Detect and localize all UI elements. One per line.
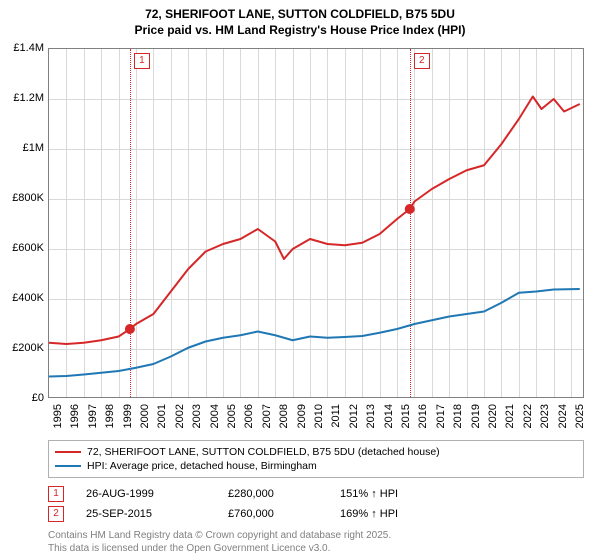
- y-tick-label: £400K: [0, 292, 44, 304]
- x-tick-label: 2024: [557, 404, 569, 428]
- legend: 72, SHERIFOOT LANE, SUTTON COLDFIELD, B7…: [48, 440, 584, 478]
- x-tick-label: 2003: [191, 404, 203, 428]
- x-tick-label: 2016: [417, 404, 429, 428]
- sale-row: 2 25-SEP-2015 £760,000 169% ↑ HPI: [48, 504, 584, 524]
- line-layer: [49, 49, 585, 399]
- legend-item: HPI: Average price, detached house, Birm…: [55, 459, 577, 473]
- sale-date: 25-SEP-2015: [86, 508, 206, 520]
- y-tick-label: £600K: [0, 242, 44, 254]
- x-tick-label: 1999: [122, 404, 134, 428]
- legend-item: 72, SHERIFOOT LANE, SUTTON COLDFIELD, B7…: [55, 445, 577, 459]
- x-tick-label: 2012: [348, 404, 360, 428]
- chart-title: 72, SHERIFOOT LANE, SUTTON COLDFIELD, B7…: [0, 0, 600, 38]
- chart-area: 12 £0£200K£400K£600K£800K£1M£1.2M£1.4M: [48, 48, 584, 398]
- sale-marker: [125, 324, 135, 334]
- y-tick-label: £200K: [0, 342, 44, 354]
- y-tick-label: £0: [0, 392, 44, 404]
- title-line-2: Price paid vs. HM Land Registry's House …: [0, 22, 600, 38]
- footer-line-1: Contains HM Land Registry data © Crown c…: [48, 530, 391, 543]
- x-tick-label: 1996: [69, 404, 81, 428]
- y-tick-label: £1.2M: [0, 92, 44, 104]
- x-tick-label: 2009: [296, 404, 308, 428]
- sale-hpi: 169% ↑ HPI: [340, 508, 450, 520]
- legend-label: HPI: Average price, detached house, Birm…: [87, 460, 317, 472]
- sale-badge: 1: [48, 486, 64, 502]
- sale-marker: [405, 204, 415, 214]
- x-tick-label: 2007: [261, 404, 273, 428]
- x-tick-label: 2020: [487, 404, 499, 428]
- x-tick-label: 2010: [313, 404, 325, 428]
- sale-hpi: 151% ↑ HPI: [340, 488, 450, 500]
- x-tick-label: 2004: [209, 404, 221, 428]
- sale-badge: 2: [48, 506, 64, 522]
- x-tick-label: 2011: [330, 404, 342, 428]
- x-tick-label: 2014: [383, 404, 395, 428]
- x-tick-label: 2001: [156, 404, 168, 428]
- sale-date: 26-AUG-1999: [86, 488, 206, 500]
- sales-table: 1 26-AUG-1999 £280,000 151% ↑ HPI 2 25-SEP-20…: [48, 484, 584, 524]
- chart-container: 72, SHERIFOOT LANE, SUTTON COLDFIELD, B7…: [0, 0, 600, 560]
- footer: Contains HM Land Registry data © Crown c…: [48, 530, 391, 555]
- x-tick-label: 2000: [139, 404, 151, 428]
- x-tick-label: 1998: [104, 404, 116, 428]
- x-tick-label: 2017: [435, 404, 447, 428]
- legend-swatch: [55, 465, 81, 467]
- y-tick-label: £1.4M: [0, 42, 44, 54]
- sale-price: £760,000: [228, 508, 318, 520]
- y-tick-label: £800K: [0, 192, 44, 204]
- x-tick-label: 2005: [226, 404, 238, 428]
- series-price: [49, 97, 580, 345]
- x-tick-label: 1997: [87, 404, 99, 428]
- x-tick-label: 2002: [174, 404, 186, 428]
- x-tick-label: 2013: [365, 404, 377, 428]
- sale-row: 1 26-AUG-1999 £280,000 151% ↑ HPI: [48, 484, 584, 504]
- legend-label: 72, SHERIFOOT LANE, SUTTON COLDFIELD, B7…: [87, 446, 440, 458]
- y-tick-label: £1M: [0, 142, 44, 154]
- x-tick-label: 2025: [574, 404, 586, 428]
- legend-swatch: [55, 451, 81, 453]
- x-tick-label: 2021: [504, 404, 516, 428]
- x-tick-label: 2015: [400, 404, 412, 428]
- x-axis-labels: 1995 1996 1997 1998 1999 2000 2001 2002 2003 2004…: [48, 402, 584, 442]
- title-line-1: 72, SHERIFOOT LANE, SUTTON COLDFIELD, B7…: [0, 6, 600, 22]
- x-tick-label: 2023: [539, 404, 551, 428]
- x-tick-label: 2019: [470, 404, 482, 428]
- x-tick-label: 2022: [522, 404, 534, 428]
- x-tick-label: 2008: [278, 404, 290, 428]
- plot: 12: [48, 48, 584, 398]
- sale-price: £280,000: [228, 488, 318, 500]
- x-tick-label: 1995: [52, 404, 64, 428]
- x-tick-label: 2018: [452, 404, 464, 428]
- x-tick-label: 2006: [243, 404, 255, 428]
- footer-line-2: This data is licensed under the Open Gov…: [48, 543, 391, 556]
